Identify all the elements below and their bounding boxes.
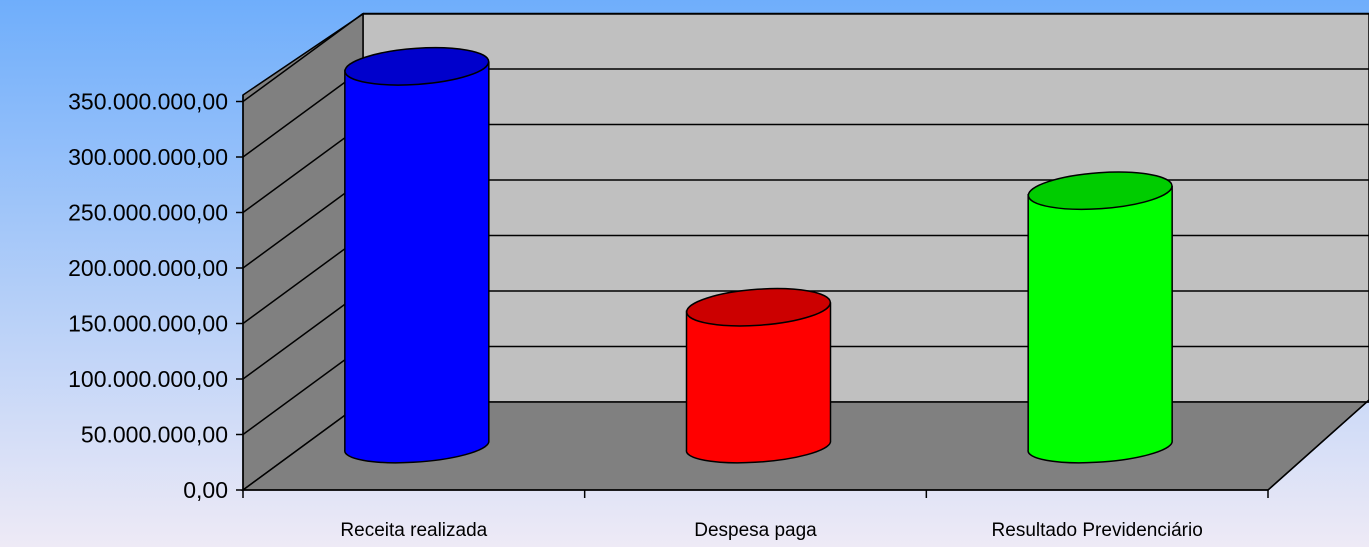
bar [1027,168,1173,463]
y-tick-label: 0,00 [183,477,228,503]
x-tick-label: Despesa paga [694,520,817,541]
bar [344,43,490,462]
y-tick-label: 100.000.000,00 [68,366,228,392]
y-tick-label: 250.000.000,00 [68,200,228,226]
y-tick-label: 200.000.000,00 [68,255,228,281]
bar-body [345,62,489,462]
bar-body [1028,187,1172,463]
bar [685,284,831,463]
x-tick-label: Receita realizada [340,520,487,541]
bar-body [686,303,830,463]
y-tick-label: 150.000.000,00 [68,311,228,337]
y-tick-label: 300.000.000,00 [68,144,228,170]
x-tick-label: Resultado Previdenciário [992,520,1203,541]
back-wall [363,14,1369,402]
y-tick-label: 350.000.000,00 [68,89,228,115]
y-tick-label: 50.000.000,00 [81,422,228,448]
